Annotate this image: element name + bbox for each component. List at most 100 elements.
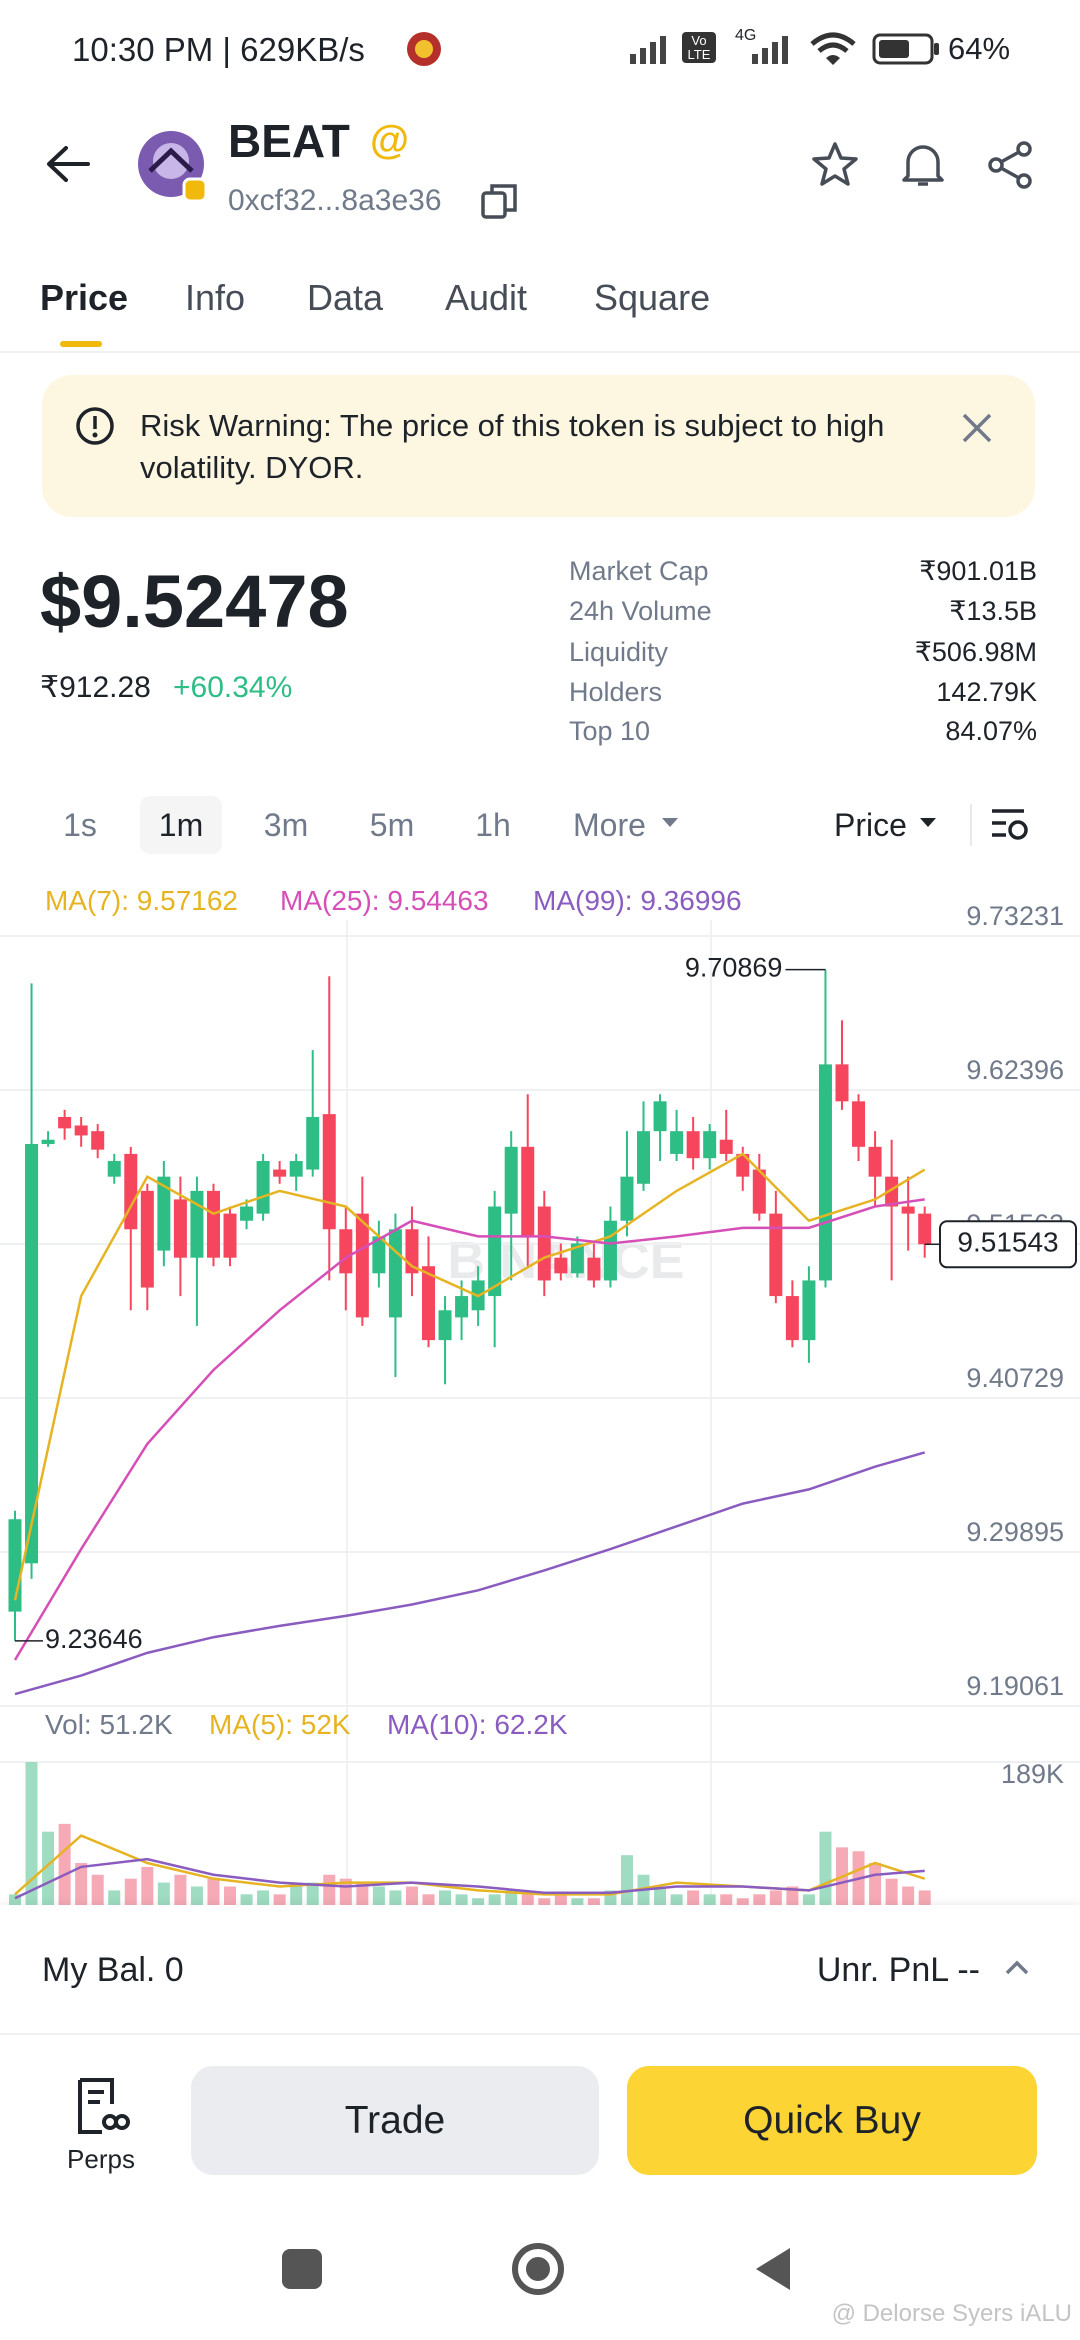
interval[interactable]: More <box>573 807 646 843</box>
chart: BINANCE9.732319.623969.515629.407299.298… <box>0 901 1080 1910</box>
candle-body <box>455 1296 469 1318</box>
stat-label: Top 10 <box>569 716 651 746</box>
perps-label[interactable]: Perps <box>67 2144 135 2174</box>
chart-mode[interactable]: Price <box>834 807 907 843</box>
candle-body <box>603 1220 617 1281</box>
tab[interactable]: Data <box>307 277 384 318</box>
quick-buy-button[interactable]: Quick Buy <box>627 2066 1037 2175</box>
candle-body <box>372 1236 386 1274</box>
interval[interactable]: 1m <box>158 807 204 843</box>
candle-body <box>752 1169 766 1214</box>
y-tick-label: 9.19061 <box>966 1671 1064 1701</box>
ma-label: MA(7): 9.57162 <box>45 885 238 916</box>
battery-icon <box>872 33 939 65</box>
chart-settings[interactable] <box>990 805 1032 845</box>
candle-body <box>918 1213 932 1245</box>
stat-value: 84.07% <box>945 716 1037 746</box>
volume-bar <box>869 1863 882 1910</box>
candle-body <box>554 1257 568 1274</box>
caret <box>920 818 936 827</box>
volume-bar <box>819 1831 832 1910</box>
candle-body <box>355 1213 369 1318</box>
tab[interactable]: Price <box>40 277 129 318</box>
volume-bar <box>356 1882 369 1910</box>
tab[interactable]: Square <box>594 277 711 318</box>
close-button[interactable] <box>960 411 994 445</box>
perps-icon[interactable] <box>74 2076 130 2136</box>
volume-bar <box>124 1878 137 1910</box>
divider <box>0 351 1080 353</box>
y-tick-label: 9.40729 <box>966 1363 1064 1393</box>
app-icon <box>407 32 441 66</box>
candle-body <box>41 1139 55 1144</box>
volume-bar <box>174 1874 187 1910</box>
stat-label: Market Cap <box>569 556 709 586</box>
volume-bar <box>42 1831 55 1910</box>
candle-body <box>223 1213 237 1258</box>
candle-body <box>273 1169 287 1177</box>
tab[interactable]: Info <box>185 277 246 318</box>
volume-label: Vol: 51.2K <box>45 1709 173 1740</box>
stat-label: Liquidity <box>569 637 669 667</box>
volume-bar <box>654 1886 667 1910</box>
network-type: 4G <box>735 27 757 44</box>
trade-button[interactable]: Trade <box>191 2066 599 2175</box>
candle-body <box>719 1139 733 1154</box>
volume-bar <box>902 1886 915 1910</box>
nav-bar <box>282 2243 790 2295</box>
volte-icon: Vo LTE <box>682 32 716 64</box>
alert-button[interactable] <box>898 140 948 190</box>
balance: My Bal. 0 <box>42 1951 184 1989</box>
volume-bar <box>157 1882 170 1910</box>
y-tick-label: 189K <box>1001 1759 1064 1789</box>
candle-body <box>306 1116 320 1170</box>
candle-body <box>438 1310 452 1341</box>
y-tick-label: 9.62396 <box>966 1055 1064 1085</box>
candle-body <box>587 1257 601 1281</box>
candle-body <box>620 1176 634 1221</box>
tab[interactable]: Audit <box>445 277 528 318</box>
candle-body <box>206 1190 220 1258</box>
candle-body <box>388 1229 402 1318</box>
candle-body <box>256 1161 270 1214</box>
interval[interactable]: 5m <box>369 807 415 843</box>
battery-level: 64% <box>948 31 1011 66</box>
candle-body <box>25 1143 39 1564</box>
tab-indicator <box>60 341 102 347</box>
low-label: 9.23646 <box>45 1624 143 1654</box>
copy-button[interactable] <box>480 182 520 222</box>
volume-bar <box>75 1863 88 1910</box>
candle-body <box>703 1131 717 1159</box>
favorite-button[interactable] <box>810 140 860 190</box>
volume-bar <box>637 1874 650 1910</box>
candle-body <box>818 1064 832 1281</box>
interval[interactable]: 1h <box>475 807 511 843</box>
wifi-icon <box>810 32 856 65</box>
candle-body <box>157 1176 171 1251</box>
volume-bar <box>620 1855 633 1910</box>
volume-bar <box>91 1874 104 1910</box>
ma-label: MA(99): 9.36996 <box>533 885 742 916</box>
candle-body <box>785 1296 799 1341</box>
interval[interactable]: 3m <box>263 807 309 843</box>
share-button[interactable] <box>986 140 1036 190</box>
y-tick-label: 9.73231 <box>966 901 1064 931</box>
candle-body <box>769 1213 783 1297</box>
volume-bar <box>405 1886 418 1910</box>
volume-bar <box>290 1886 303 1910</box>
volume-bar <box>836 1847 848 1910</box>
divider <box>0 2033 1080 2035</box>
volume-bar <box>786 1886 799 1910</box>
interval[interactable]: 1s <box>63 807 97 843</box>
stat-label: Holders <box>569 677 663 707</box>
ma-line <box>13 1152 926 1601</box>
candle-body <box>173 1199 187 1258</box>
candle-body <box>852 1101 866 1147</box>
candle-body <box>124 1153 138 1230</box>
expand-button[interactable] <box>1004 1958 1030 1978</box>
candle-body <box>537 1206 551 1281</box>
status-time: 10:30 PM | 629KB/s <box>72 31 365 68</box>
back-button[interactable] <box>44 144 90 184</box>
token-badge: @ <box>370 118 410 162</box>
volume-ma-label: MA(5): 52K <box>209 1709 351 1740</box>
